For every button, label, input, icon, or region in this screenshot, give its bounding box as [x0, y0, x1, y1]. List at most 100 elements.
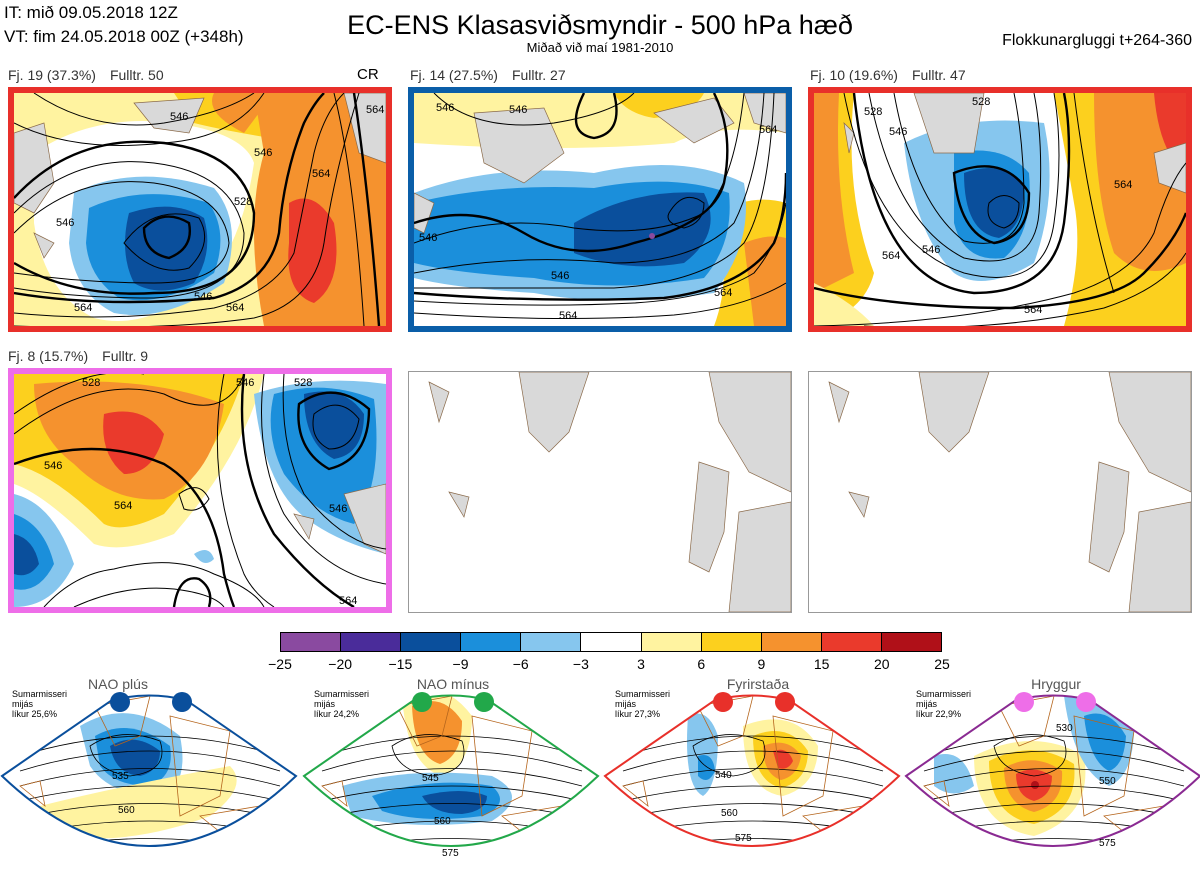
regime-dot-left	[412, 692, 432, 712]
colorbar-cell	[760, 633, 821, 651]
colorbar-tick: −20	[328, 656, 353, 672]
colorbar-tick: −9	[452, 656, 469, 672]
regime-name: Hryggur	[1031, 676, 1081, 692]
svg-text:564: 564	[759, 124, 777, 136]
regime-contour-label: 575	[735, 833, 752, 844]
regime-stats: Sumarmisseri mijás líkur 22,9%	[916, 689, 972, 719]
cluster-map-4: 528 546 528 564 546 546 564	[8, 368, 392, 613]
regime-map: 530 550 575	[904, 692, 1200, 849]
colorbar-tick: 25	[934, 656, 950, 672]
empty-map-5	[408, 371, 792, 613]
svg-text:528: 528	[972, 96, 990, 108]
svg-text:546: 546	[329, 503, 347, 515]
page-subtitle: Miðað við maí 1981-2010	[526, 40, 674, 55]
svg-text:564: 564	[366, 104, 384, 116]
regime-name: NAO mínus	[416, 676, 490, 692]
regime-dot-right	[172, 692, 192, 712]
svg-text:546: 546	[551, 270, 569, 282]
svg-text:546: 546	[236, 377, 254, 389]
svg-text:546: 546	[419, 232, 437, 244]
regime-map: 540 560 575	[603, 692, 901, 847]
regime-contour-label: 575	[1099, 838, 1116, 849]
regime-contour-label: 545	[422, 773, 439, 784]
colorbar-tick: −3	[572, 656, 589, 672]
colorbar-tick: 9	[757, 656, 766, 672]
colorbar-tick: −15	[388, 656, 413, 672]
svg-text:528: 528	[82, 377, 100, 389]
colorbar-tick: −6	[512, 656, 529, 672]
regime-map: 545 560 575	[302, 692, 600, 859]
cluster-map-2: 546 546 546 546 564 564 564	[408, 87, 792, 332]
regime-name: NAO plús	[88, 676, 148, 692]
colorbar-cell	[700, 633, 761, 651]
svg-text:564: 564	[226, 302, 244, 314]
regime-contour-label: 535	[112, 771, 129, 782]
cluster-map-3: 528 546 528 546 564 564 564	[808, 87, 1192, 332]
cluster-label-1: Fj. 19 (37.3%) Fulltr. 50	[8, 67, 164, 83]
svg-text:564: 564	[882, 250, 900, 262]
colorbar-tick: 20	[874, 656, 890, 672]
colorbar-tick: 15	[813, 656, 830, 672]
svg-text:564: 564	[1024, 304, 1042, 316]
classification-window: Flokkunargluggi t+264-360	[1002, 32, 1192, 49]
regime-dot-right	[474, 692, 494, 712]
svg-text:546: 546	[254, 147, 272, 159]
colorbar-tick: −25	[268, 656, 292, 672]
valid-time: VT: fim 24.05.2018 00Z (+348h)	[4, 27, 244, 46]
svg-text:564: 564	[559, 310, 577, 322]
page-title: EC-ENS Klasasviðsmyndir - 500 hPa hæð	[347, 10, 853, 40]
svg-text:564: 564	[1114, 179, 1132, 191]
regime-dot-left	[713, 692, 733, 712]
regime-map: 535 560	[0, 692, 298, 847]
svg-text:564: 564	[339, 595, 357, 607]
svg-text:564: 564	[312, 168, 330, 180]
colorbar-cell	[400, 633, 461, 651]
colorbar-cell	[281, 633, 341, 651]
cluster-label-2: Fj. 14 (27.5%) Fulltr. 27	[410, 67, 566, 83]
svg-text:546: 546	[889, 126, 907, 138]
regime-dot-left	[1014, 692, 1034, 712]
colorbar-cell	[460, 633, 521, 651]
svg-text:546: 546	[194, 291, 212, 303]
svg-text:528: 528	[294, 377, 312, 389]
colorbar-cell	[820, 633, 881, 651]
svg-text:564: 564	[114, 500, 132, 512]
regime-stats: Sumarmisseri mijás líkur 27,3%	[615, 689, 671, 719]
svg-text:528: 528	[864, 106, 882, 118]
regime-contour-label: 560	[721, 808, 738, 819]
control-run-tag: CR	[357, 66, 379, 83]
regime-contour-label: 560	[434, 816, 451, 827]
cluster-label-3: Fj. 10 (19.6%) Fulltr. 47	[810, 67, 966, 83]
svg-text:564: 564	[74, 302, 92, 314]
svg-text:546: 546	[922, 244, 940, 256]
colorbar-cell	[640, 633, 701, 651]
regime-panel: 530 550 575 Hryggur Sumarmisseri mijás líkur…	[904, 676, 1200, 871]
regime-contour-label: 530	[1056, 723, 1073, 734]
cluster-label-4: Fj. 8 (15.7%) Fulltr. 9	[8, 348, 149, 364]
regime-contour-label: 550	[1099, 776, 1116, 787]
regime-stats: Sumarmisseri mijás líkur 25,6%	[12, 689, 68, 719]
svg-text:546: 546	[44, 460, 62, 472]
regime-dot-right	[775, 692, 795, 712]
svg-text:564: 564	[714, 287, 732, 299]
regime-contour-label: 575	[442, 848, 459, 859]
svg-text:546: 546	[509, 104, 527, 116]
regime-contour-label: 560	[118, 805, 135, 816]
regime-panel: 545 560 575 NAO mínus Sumarmisseri mijás lík…	[302, 676, 600, 871]
regime-panel: 535 560 NAO plús Sumarmisseri mijás líkur 2…	[0, 676, 298, 871]
colorbar-cell	[580, 633, 641, 651]
colorbar-cell	[520, 633, 581, 651]
svg-text:546: 546	[56, 217, 74, 229]
regime-dot-left	[110, 692, 130, 712]
svg-text:546: 546	[170, 111, 188, 123]
cluster-map-1: 546 546 564 528 546 564 546 564 564	[8, 87, 392, 332]
regime-dot-right	[1076, 692, 1096, 712]
anomaly-colorbar	[280, 632, 942, 652]
empty-map-6	[808, 371, 1192, 613]
regime-name: Fyrirstaða	[726, 676, 790, 692]
colorbar-cell	[880, 633, 942, 651]
svg-text:528: 528	[234, 196, 252, 208]
svg-text:546: 546	[436, 102, 454, 114]
regime-panel: 540 560 575 Fyrirstaða Sumarmisseri mijás lí…	[603, 676, 901, 871]
regime-contour-label: 540	[715, 770, 732, 781]
